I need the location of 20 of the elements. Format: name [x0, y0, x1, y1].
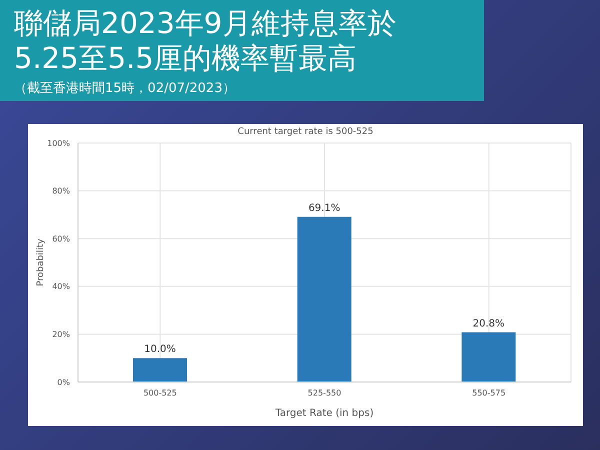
- chart-subtitle: （截至香港時間15時，02/07/2023）: [14, 80, 236, 97]
- x-tick-label: 550-575: [472, 388, 506, 398]
- bar: [462, 332, 516, 382]
- bar: [297, 216, 352, 382]
- x-axis-title: Target Rate (in bps): [274, 408, 374, 419]
- y-tick-label: 60%: [52, 234, 70, 244]
- y-tick-label: 0%: [57, 378, 70, 387]
- text: Current target rate is 500-525: [236, 127, 374, 137]
- y-tick-label: 100%: [47, 138, 70, 148]
- y-axis-title: Probability: [36, 238, 46, 286]
- data-label: 10.0%: [144, 344, 176, 356]
- data-label: 20.8%: [472, 318, 505, 330]
- x-tick-label: 500-525: [143, 388, 177, 398]
- data-label: 69.1%: [308, 202, 340, 214]
- y-tick-label: 20%: [52, 330, 70, 340]
- x-tick-label: 525-550: [308, 388, 342, 398]
- chart-title: 聯儲局2023年9月維持息率於5.25至5.5厘的機率暫最高: [14, 6, 398, 76]
- bar: [133, 358, 187, 382]
- y-tick-label: 40%: [52, 282, 70, 292]
- y-tick-label: 80%: [52, 186, 70, 196]
